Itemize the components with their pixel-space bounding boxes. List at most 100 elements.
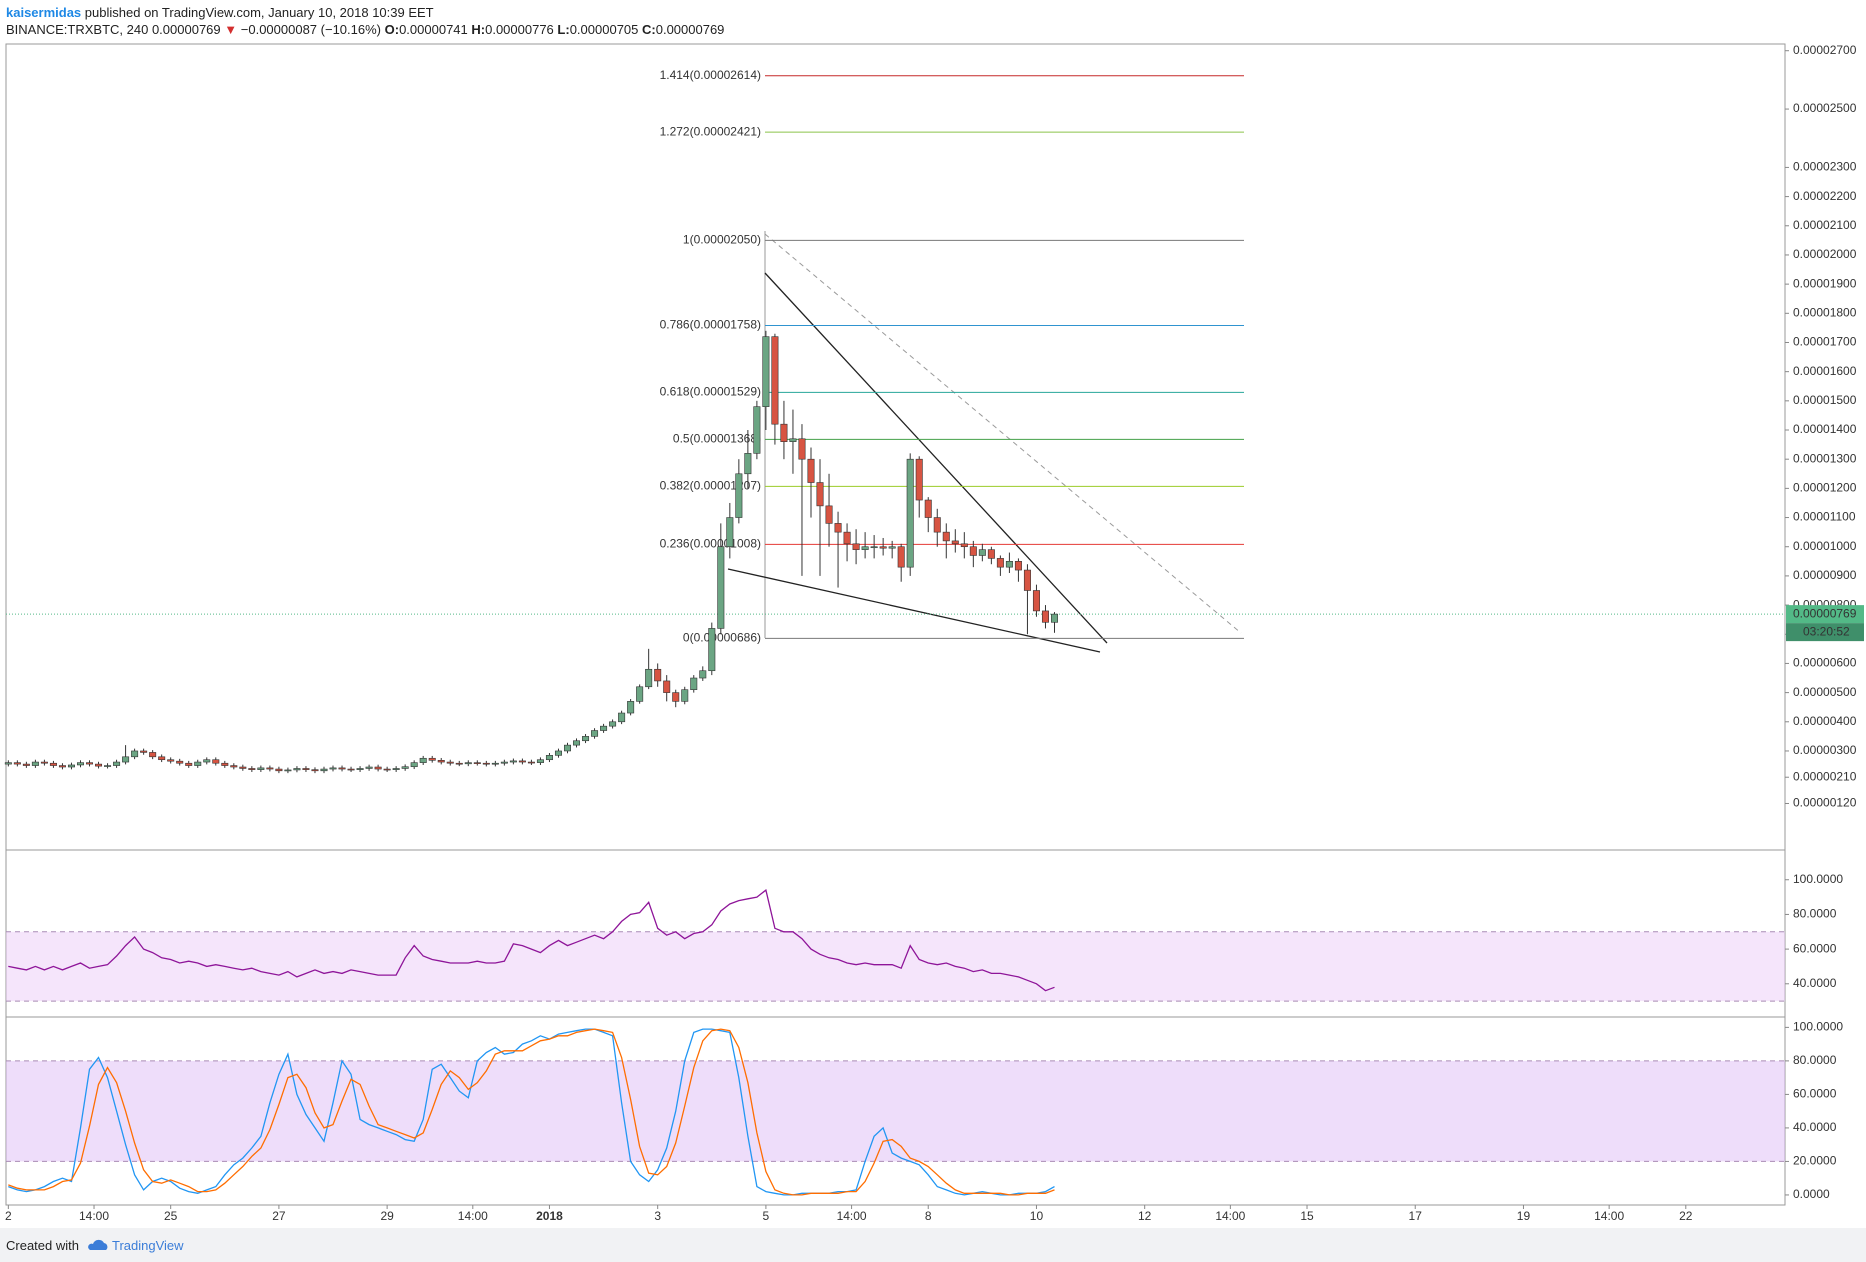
candle-body	[419, 757, 427, 763]
candle-body	[76, 762, 84, 766]
candle-body	[969, 546, 977, 556]
candle-body	[320, 768, 328, 772]
candle-body	[726, 517, 734, 548]
open-label: O:	[384, 22, 400, 37]
candle-body	[158, 756, 166, 761]
y-tick-label: 0.00002000	[1793, 247, 1857, 261]
candle-body	[22, 763, 30, 766]
candle-body	[500, 761, 508, 764]
candle-body	[149, 752, 157, 758]
candle-body	[167, 759, 175, 762]
x-tick-label: 29	[380, 1209, 394, 1223]
candle-body	[789, 438, 797, 442]
candle-body	[455, 762, 463, 765]
open-value: 0.00000741	[399, 22, 468, 37]
y-tick-label: 80.0000	[1793, 1053, 1837, 1067]
candle-body	[383, 768, 391, 771]
candle-body	[933, 517, 941, 533]
y-tick-label: 0.00001000	[1793, 539, 1857, 553]
candle-body	[446, 761, 454, 764]
created-with: Created with	[6, 1238, 79, 1253]
y-tick-label: 0.00002100	[1793, 218, 1857, 232]
candle-body	[329, 767, 337, 770]
y-tick-label: 0.00001300	[1793, 451, 1857, 465]
y-tick-label: 0.00002700	[1793, 43, 1857, 57]
x-tick-label: 3	[654, 1209, 661, 1223]
indicator-line	[8, 888, 1055, 992]
candle-body	[996, 558, 1004, 568]
brand[interactable]: TradingView	[112, 1238, 184, 1253]
candle-body	[176, 760, 184, 764]
fib-label: 0.236(0.00001008)	[660, 537, 761, 551]
x-tick-label: 14:00	[1594, 1209, 1624, 1223]
y-tick-label: 0.00000600	[1793, 656, 1857, 670]
candle-body	[509, 760, 517, 763]
candle-body	[825, 505, 833, 524]
candle-body	[1032, 590, 1040, 612]
y-tick-label: 0.00001900	[1793, 276, 1857, 290]
x-tick-label: 17	[1409, 1209, 1423, 1223]
candle-body	[600, 725, 608, 731]
candle-body	[897, 546, 905, 568]
candle-body	[356, 768, 364, 770]
candle-body	[1041, 610, 1049, 623]
candle-body	[708, 628, 716, 672]
candle-body	[491, 762, 499, 765]
x-tick-label: 8	[925, 1209, 932, 1223]
candle-body	[861, 546, 869, 550]
y-tick-label: 40.0000	[1793, 976, 1837, 990]
close-label: C:	[642, 22, 656, 37]
high-label: H:	[471, 22, 486, 37]
candle-body	[591, 730, 599, 737]
y-tick-label: 0.00000120	[1793, 796, 1857, 810]
author[interactable]: kaisermidas	[6, 5, 82, 20]
candle-body	[1014, 561, 1022, 571]
candle-body	[1050, 613, 1058, 623]
y-tick-label: 0.00001200	[1793, 481, 1857, 495]
candle-body	[717, 546, 725, 629]
chart: 0.00002700 0.00002500 0.00002300 0.00002200…	[4, 43, 1864, 1223]
candle-body	[239, 766, 247, 769]
candle-body	[798, 438, 806, 460]
price-tag: 0.00000769	[1793, 606, 1857, 620]
x-tick-label: 14:00	[837, 1209, 867, 1223]
candle-body	[780, 423, 788, 442]
candle-body	[924, 499, 932, 518]
y-tick-label: 60.0000	[1793, 941, 1837, 955]
candle-body	[212, 759, 220, 764]
candle-body	[140, 750, 148, 753]
candle-body	[816, 482, 824, 507]
y-tick-label: 100.0000	[1793, 872, 1843, 886]
candle-body	[482, 762, 490, 765]
candle-body	[690, 677, 698, 690]
candle-body	[266, 767, 274, 770]
y-tick-label: 0.00000210	[1793, 769, 1857, 783]
candle-body	[663, 680, 671, 693]
candle-body	[536, 759, 544, 763]
candle-body	[410, 762, 418, 768]
candle-body	[1005, 561, 1013, 568]
candle-body	[870, 546, 878, 549]
candle-body	[31, 761, 39, 766]
candle-body	[338, 767, 346, 770]
x-tick-label: 22	[1679, 1209, 1693, 1223]
candle-body	[203, 759, 211, 763]
x-tick-label: 14:00	[458, 1209, 488, 1223]
last-price: 0.00000769	[151, 22, 221, 37]
change: −0.00000087 (−10.16%)	[240, 22, 381, 37]
candle-body	[230, 765, 238, 768]
trendline	[764, 272, 1108, 644]
x-tick-label: 15	[1300, 1209, 1314, 1223]
x-tick-label: 12	[1138, 1209, 1152, 1223]
fib-trend	[764, 233, 1242, 634]
candle-body	[194, 761, 202, 766]
x-tick-label: 2018	[536, 1209, 563, 1223]
y-tick-label: 100.0000	[1793, 1020, 1843, 1034]
candle-body	[762, 336, 770, 407]
x-tick-label: 10	[1030, 1209, 1044, 1223]
candle-body	[735, 473, 743, 518]
symbol-line: BINANCE:TRXBTC, 240 0.00000769 ▼ −0.0000…	[6, 21, 724, 38]
candle-body	[987, 549, 995, 559]
x-tick-label: 27	[272, 1209, 286, 1223]
